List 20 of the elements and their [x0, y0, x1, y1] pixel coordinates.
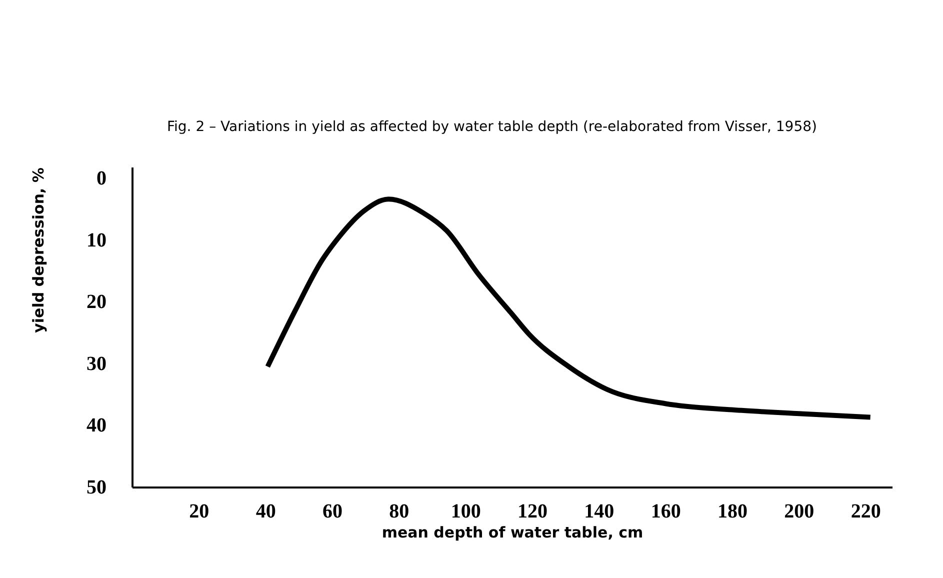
x-tick-label: 80	[389, 500, 410, 522]
y-tick-label: 30	[86, 352, 106, 375]
x-axis-title: mean depth of water table, cm	[382, 524, 644, 542]
x-tick-label: 200	[784, 500, 814, 522]
x-tick-label: 140	[584, 500, 614, 522]
y-tick-label: 50	[86, 476, 106, 498]
x-tick-label: 100	[450, 500, 481, 522]
x-tick-label: 180	[718, 500, 748, 522]
y-tick-label: 10	[86, 229, 106, 252]
x-tick-label: 220	[850, 500, 881, 522]
y-tick-label: 20	[86, 291, 106, 314]
y-tick-label: 0	[96, 168, 106, 190]
x-tick-label: 160	[650, 500, 681, 522]
y-tick-label: 40	[86, 414, 106, 437]
x-tick-label: 120	[518, 500, 548, 522]
caption: Fig. 2 – Variations in yield as affected by water table depth (re-elaborated from Visser, 1958)	[167, 119, 817, 135]
x-tick-label: 20	[189, 500, 210, 522]
x-tick-label: 60	[322, 500, 342, 522]
y-axis-title: yield depression, %	[30, 168, 48, 333]
x-tick-label: 40	[256, 500, 276, 522]
